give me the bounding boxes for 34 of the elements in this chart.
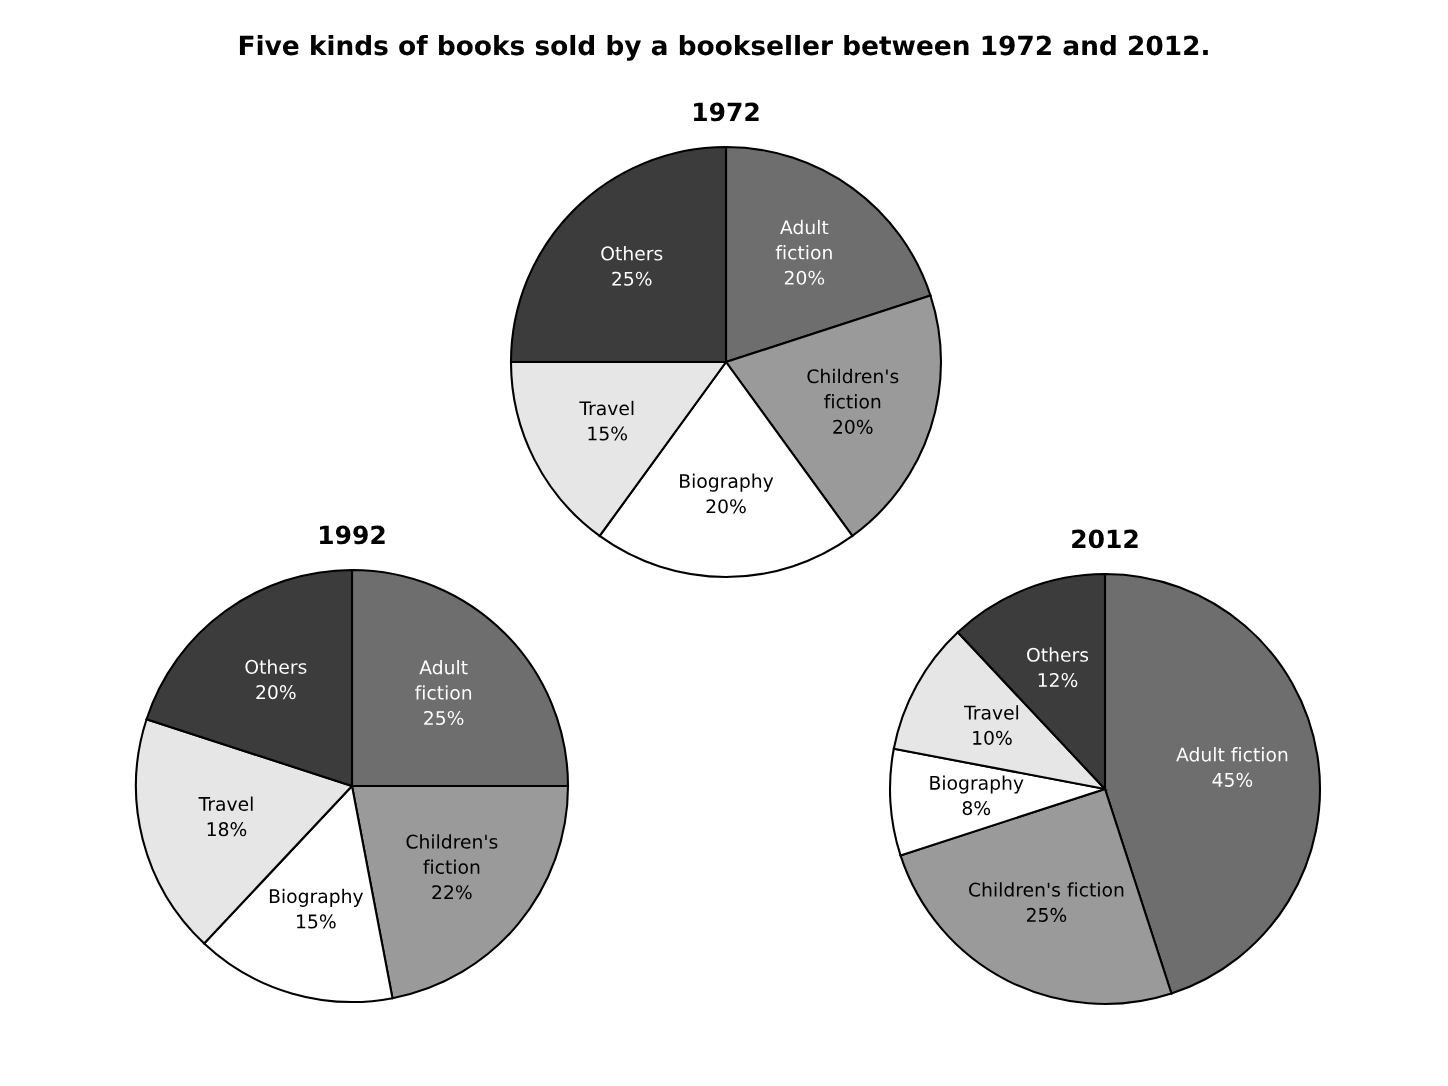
data-label: 10% xyxy=(973,730,1012,745)
text: Five kinds of books sold by a bookseller between 1972 and 2012. xyxy=(239,34,1208,61)
slice-label: Children's fiction xyxy=(807,368,899,409)
slice-label: Others xyxy=(1027,647,1089,662)
slice-label: Travel xyxy=(579,400,634,416)
data-label: 8% xyxy=(962,800,991,816)
chart-title: 1992 xyxy=(320,525,385,545)
data-label: 20% xyxy=(784,270,825,285)
slice-label: Travel xyxy=(198,796,253,812)
slice-label: Children's fiction xyxy=(969,882,1124,897)
slice-label: Biography xyxy=(269,888,364,907)
slice-label: Adult fiction xyxy=(775,219,832,260)
slice-label: Adult fiction xyxy=(1176,747,1288,762)
slice-label: Biography xyxy=(930,775,1024,794)
slice-label: Travel xyxy=(964,705,1019,720)
data-label: 20% xyxy=(833,419,873,434)
data-label: 45% xyxy=(1212,772,1253,787)
data-label: 20% xyxy=(706,499,746,514)
data-label: 18% xyxy=(207,822,247,837)
data-label: 25% xyxy=(1026,907,1067,923)
data-label: 15% xyxy=(297,914,336,929)
data-label: 12% xyxy=(1038,672,1078,688)
slice-label: Children's fiction xyxy=(406,834,498,875)
slice-label: Others xyxy=(245,659,307,674)
data-label: 22% xyxy=(432,885,472,900)
data-label: 15% xyxy=(588,426,628,441)
data-label: 20% xyxy=(256,685,296,700)
chart-title: 2012 xyxy=(1072,529,1138,549)
chart-title: 1972 xyxy=(694,102,759,122)
data-label: 25% xyxy=(424,710,464,726)
slice-label: Biography xyxy=(680,473,774,492)
slice-label: Adult fiction xyxy=(415,660,472,700)
slice-label: Others xyxy=(601,246,663,261)
data-label: 25% xyxy=(612,271,652,286)
